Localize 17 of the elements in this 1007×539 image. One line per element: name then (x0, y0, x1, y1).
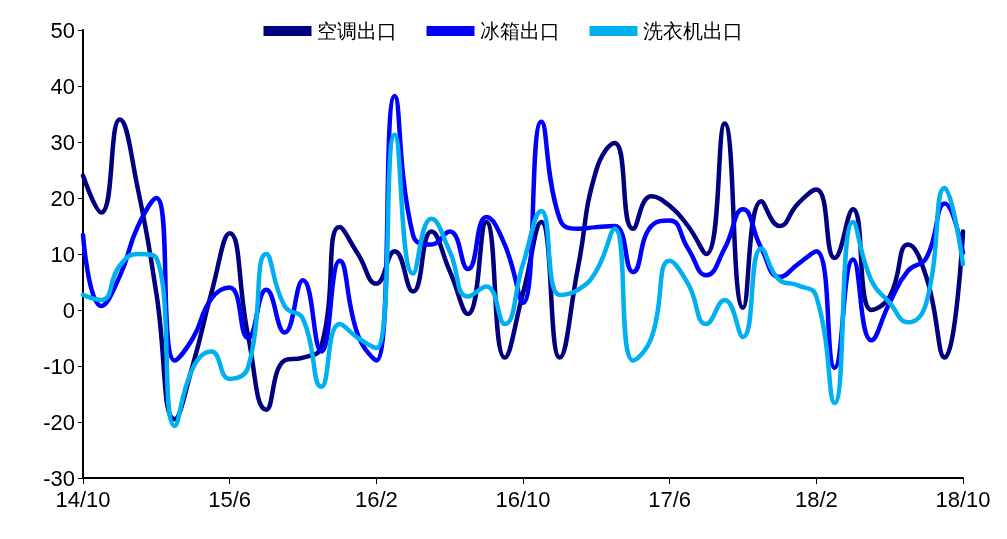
x-tick-label: 17/6 (648, 486, 692, 512)
y-tick-label: -20 (43, 409, 75, 435)
x-tick-label: 16/10 (495, 486, 551, 512)
y-tick-label: 0 (62, 297, 75, 323)
legend-label: 空调出口 (316, 19, 397, 43)
x-tick-label: 16/2 (354, 486, 398, 512)
y-tick-label: 40 (50, 73, 75, 99)
x-tick-label: 18/2 (794, 486, 838, 512)
y-tick-label: 20 (50, 185, 75, 211)
x-tick-label: 18/10 (935, 486, 991, 512)
y-tick-label: -10 (43, 353, 75, 379)
y-tick-label: 10 (50, 241, 75, 267)
legend-label: 冰箱出口 (479, 19, 560, 43)
x-tick-label: 15/6 (208, 486, 252, 512)
y-tick-label: 50 (50, 17, 75, 43)
y-tick-label: 30 (50, 129, 75, 155)
legend-label: 洗衣机出口 (642, 19, 743, 43)
